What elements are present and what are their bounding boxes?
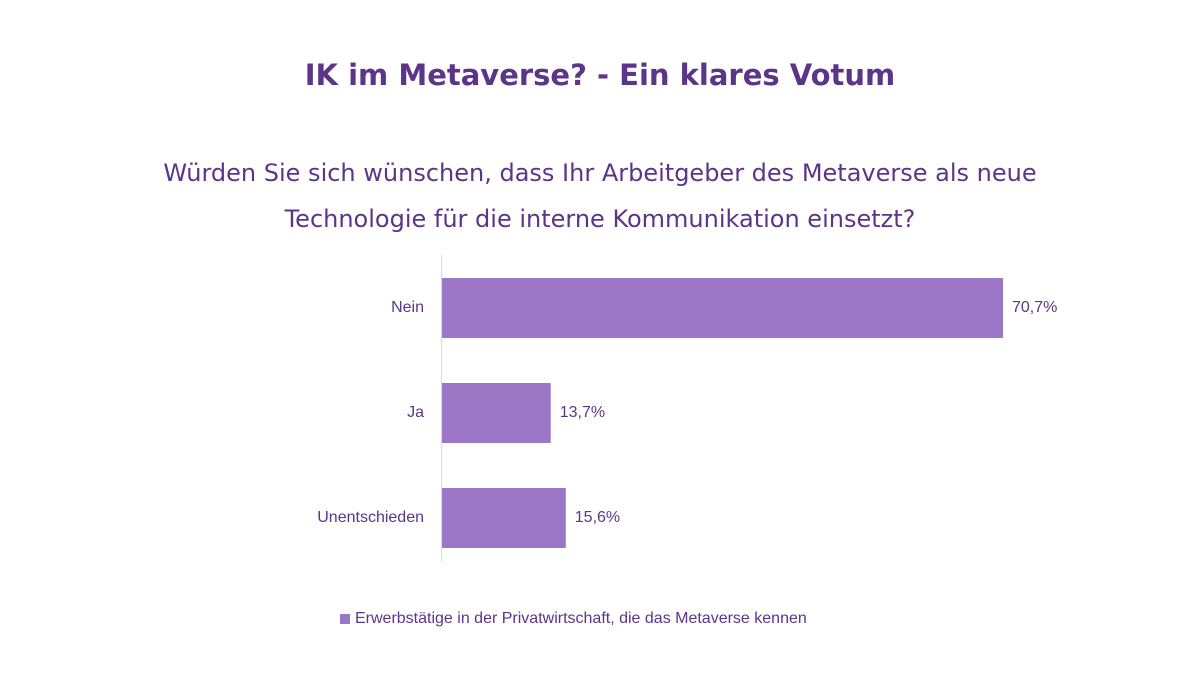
data-label: 13,7% (560, 404, 605, 421)
data-label: 70,7% (1012, 299, 1057, 316)
legend: Erwerbstätige in der Privatwirtschaft, d… (340, 610, 807, 628)
bar-ja (442, 383, 551, 443)
category-label: Unentschieden (317, 509, 424, 526)
legend-label: Erwerbstätige in der Privatwirtschaft, d… (355, 610, 807, 627)
legend-swatch (340, 614, 350, 624)
chart-subtitle: Würden Sie sich wünschen, dass Ihr Arbei… (163, 159, 1037, 233)
bar-unentschieden (442, 488, 566, 548)
chart-title: IK im Metaverse? - Ein klares Votum (304, 58, 896, 92)
data-label: 15,6% (575, 509, 620, 526)
category-label: Nein (391, 299, 424, 316)
category-label: Ja (407, 404, 424, 421)
bar-nein (442, 278, 1003, 338)
